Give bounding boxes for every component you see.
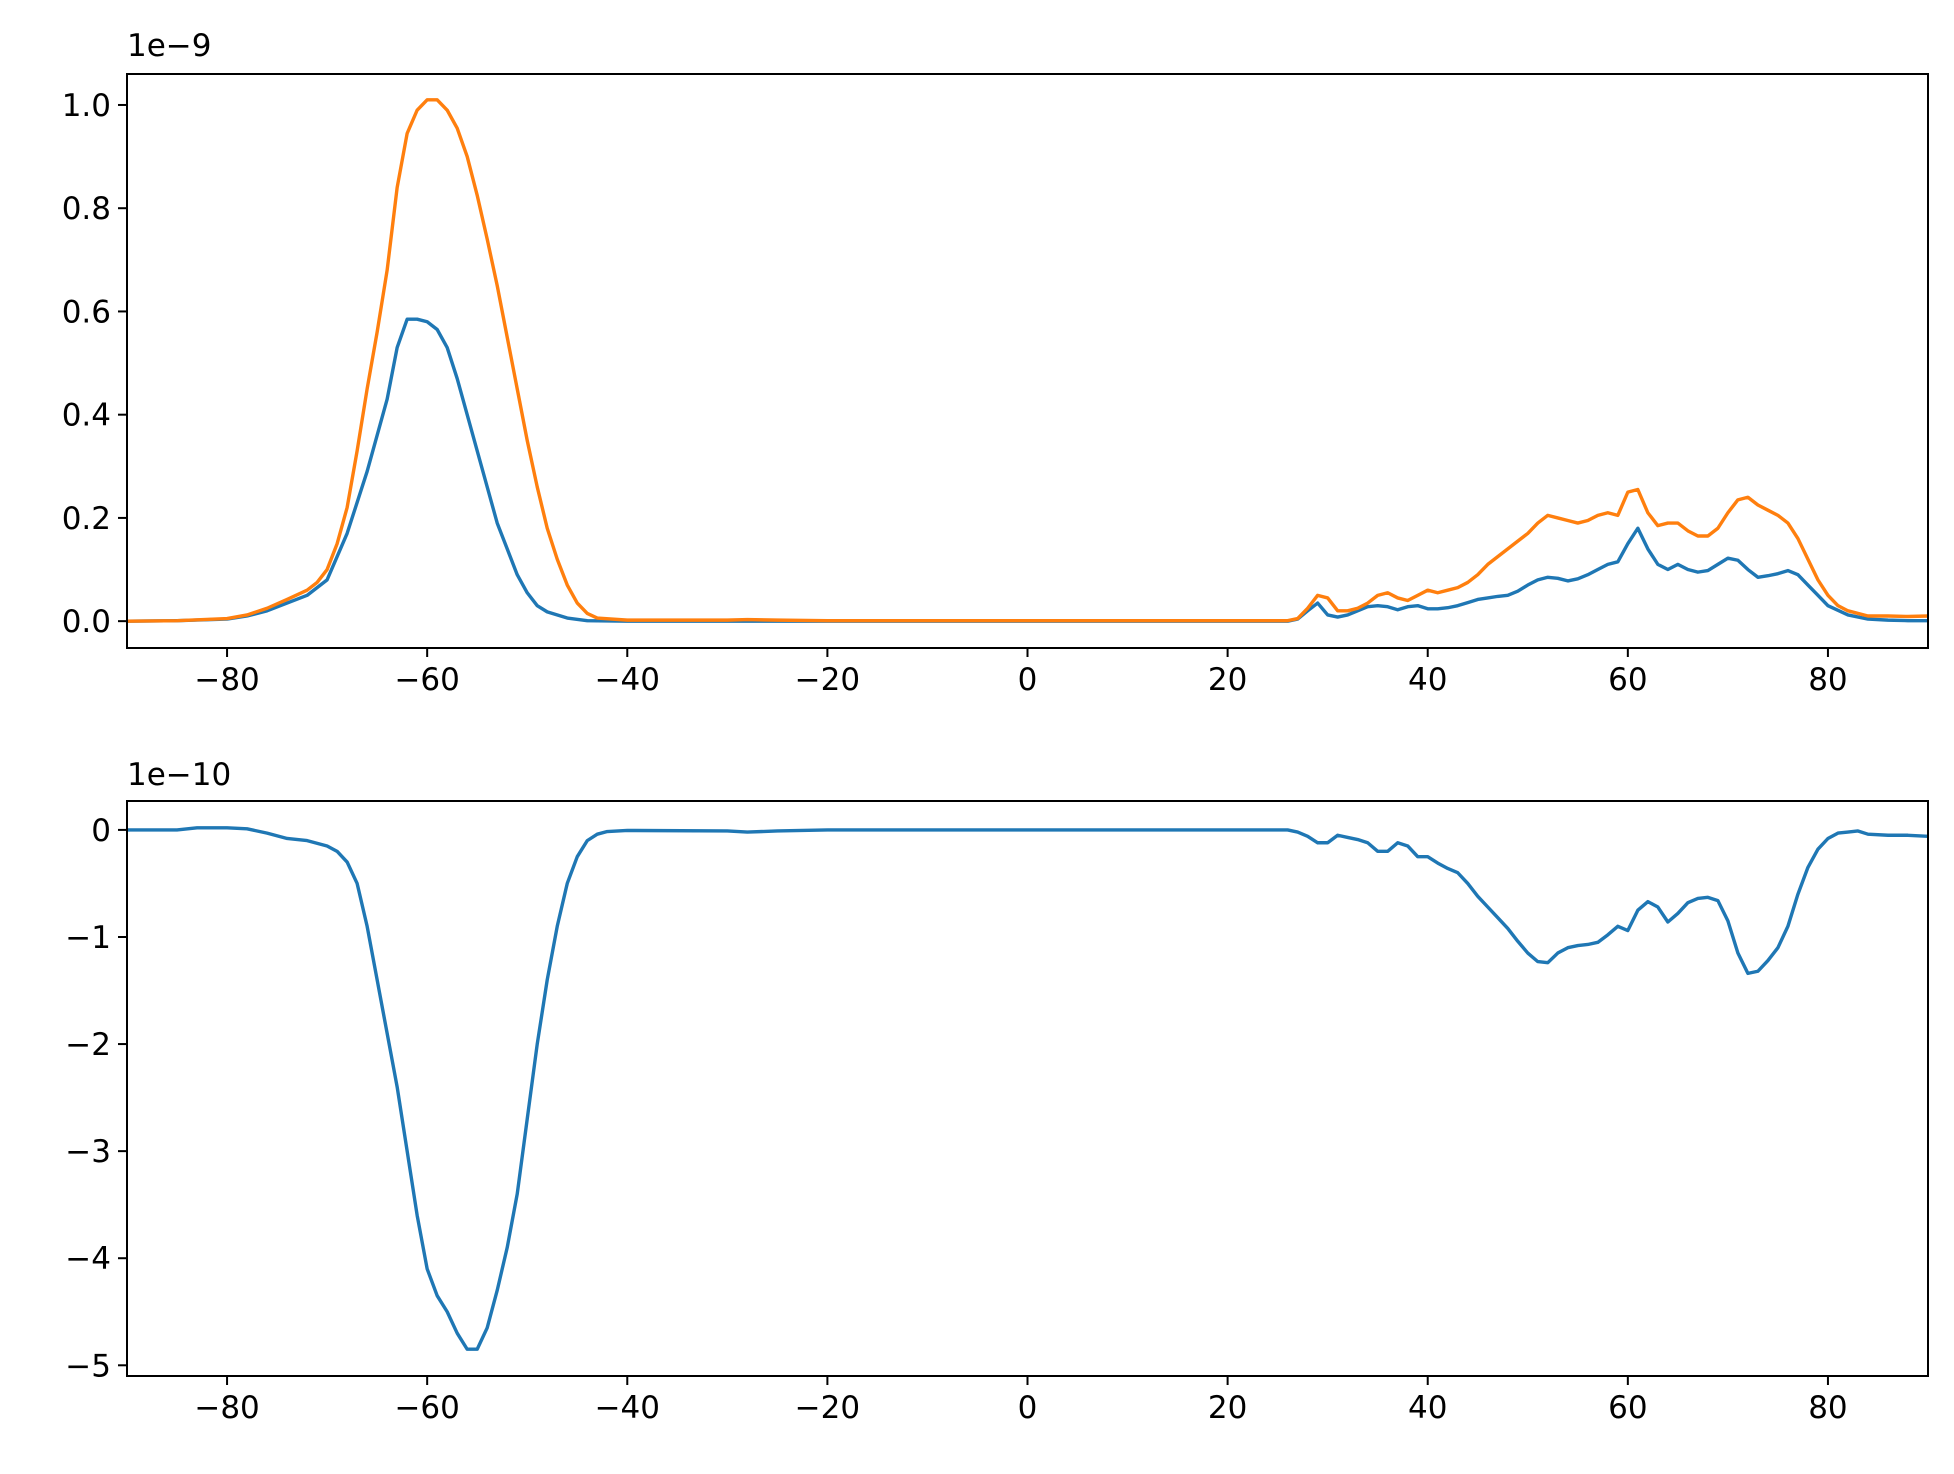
bottom-x-tick-label: 40 bbox=[1408, 1390, 1447, 1426]
top-x-tick-label: 40 bbox=[1408, 662, 1447, 698]
top-y-tick-label: 1.0 bbox=[62, 88, 111, 124]
top-y-tick-label: 0.6 bbox=[62, 294, 111, 330]
bottom-y-tick-label: −2 bbox=[65, 1027, 111, 1063]
top-x-tick-label: 0 bbox=[1018, 662, 1038, 698]
bottom-y-tick-label: −3 bbox=[65, 1134, 111, 1170]
bottom-offset-label: 1e−10 bbox=[127, 757, 231, 793]
bottom-series-1-line bbox=[127, 826, 1928, 1351]
bottom-x-tick-label: 80 bbox=[1808, 1390, 1847, 1426]
bottom-x-tick-label: −80 bbox=[194, 1390, 259, 1426]
bottom-x-tick-label: 60 bbox=[1608, 1390, 1647, 1426]
top-x-tick-label: 60 bbox=[1608, 662, 1647, 698]
bottom-y-tick-label: −5 bbox=[65, 1348, 111, 1384]
bottom-x-tick-label: 0 bbox=[1018, 1390, 1038, 1426]
top-x-tick-label: 80 bbox=[1808, 662, 1847, 698]
bottom-y-tick-label: 0 bbox=[91, 813, 111, 849]
top-series-2-line bbox=[127, 98, 1928, 623]
top-x-tick-label: −20 bbox=[795, 662, 860, 698]
top-x-tick-label: −60 bbox=[394, 662, 459, 698]
bottom-x-tick-label: −40 bbox=[595, 1390, 660, 1426]
top-x-tick-label: −80 bbox=[194, 662, 259, 698]
top-y-tick-label: 0.2 bbox=[62, 501, 111, 537]
top-series-1-line bbox=[127, 317, 1928, 623]
bottom-y-tick-label: −1 bbox=[65, 920, 111, 956]
bottom-y-tick-label: −4 bbox=[65, 1241, 111, 1277]
bottom-x-tick-label: −20 bbox=[795, 1390, 860, 1426]
bottom-x-tick-label: −60 bbox=[394, 1390, 459, 1426]
top-y-tick-label: 0.4 bbox=[62, 398, 111, 434]
top-y-tick-label: 0.8 bbox=[62, 191, 111, 227]
top-y-tick-label: 0.0 bbox=[62, 604, 111, 640]
top-x-tick-label: 20 bbox=[1208, 662, 1247, 698]
bottom-panel: 1e−10 −80 −60 −40 −20 0 20 40 60 80 −5 −4 −3 −2 −1 0 bbox=[65, 757, 1929, 1426]
top-offset-label: 1e−9 bbox=[127, 28, 212, 64]
bottom-x-tick-label: 20 bbox=[1208, 1390, 1247, 1426]
top-x-tick-label: −40 bbox=[595, 662, 660, 698]
top-panel: 1e−9 −80 −60 −40 −20 0 20 40 60 80 0.0 0.2 0.4 0.6 0.… bbox=[62, 28, 1929, 698]
